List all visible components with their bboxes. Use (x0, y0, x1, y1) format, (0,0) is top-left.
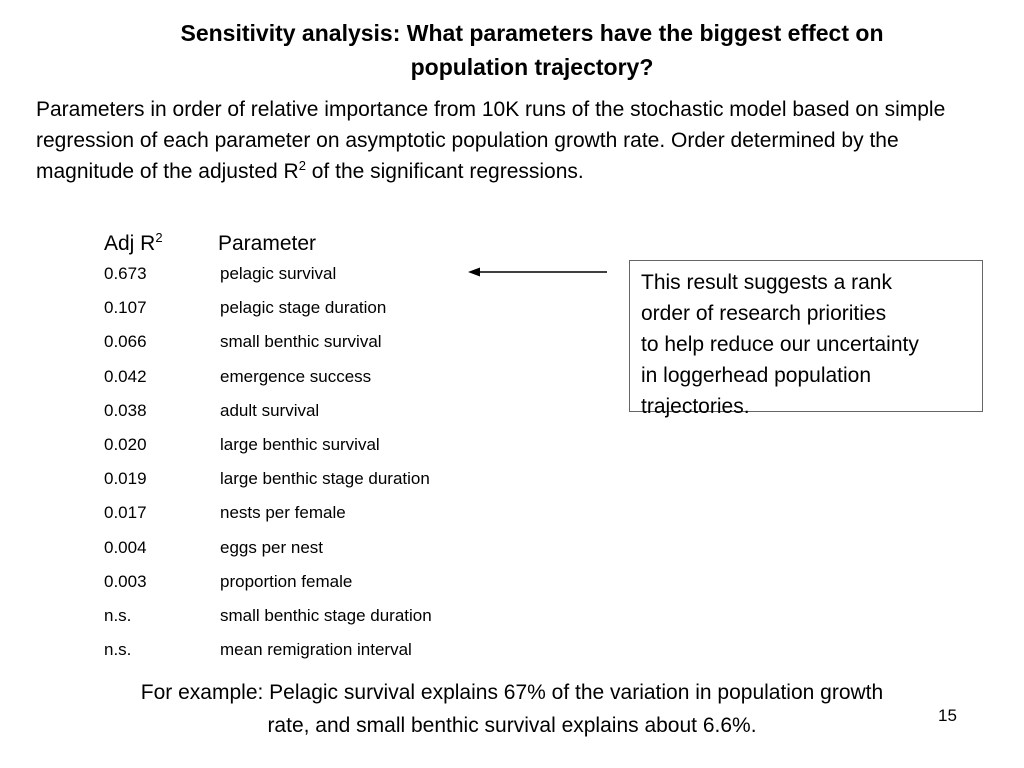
example-line-2: rate, and small benthic survival explain… (267, 714, 757, 737)
parameter-name: adult survival (220, 400, 320, 420)
slide-number: 15 (938, 706, 957, 725)
parameter-name: emergence success (220, 366, 372, 386)
intro-text: Parameters in order of relative importan… (36, 98, 946, 183)
adj-r2-value: 0.673 (104, 264, 147, 283)
parameter-name: eggs per nest (220, 537, 324, 557)
parameter-name: small benthic stage duration (220, 605, 432, 625)
adj-r2-value: 0.042 (104, 366, 147, 386)
parameter-name: pelagic survival (220, 264, 337, 283)
note-line: This result suggests a rank (641, 271, 892, 294)
adj-r2-value: 0.019 (104, 469, 147, 489)
slide-title-line-2: population trajectory? (410, 54, 654, 80)
parameter-name: large benthic stage duration (220, 469, 430, 489)
adj-r-label: Adj R (104, 232, 156, 255)
intro-superscript: 2 (298, 158, 306, 173)
adj-r2-value: 0.003 (104, 571, 147, 591)
adj-r2-value: n.s. (104, 605, 132, 625)
parameter-name: small benthic survival (220, 332, 382, 352)
parameter-name: proportion female (220, 571, 353, 591)
note-line: trajectories. (641, 395, 750, 418)
arrow-left-icon (468, 267, 607, 277)
slide-title-line-1: Sensitivity analysis: What parameters ha… (180, 20, 884, 46)
note-line: in loggerhead population (641, 364, 872, 387)
example-text: For example: Pelagic survival explains 6… (40, 676, 984, 742)
parameter-name: nests per female (220, 503, 346, 523)
adj-r2-value: 0.004 (104, 537, 147, 557)
adj-r2-value: 0.066 (104, 332, 147, 352)
parameter-name: large benthic survival (220, 434, 380, 454)
adj-r2-header: Adj R2 (104, 230, 163, 258)
adj-r2-value: 0.020 (104, 434, 147, 454)
adj-r2-value: 0.017 (104, 503, 147, 523)
note-line: to help reduce our uncertainty (641, 333, 919, 356)
adj-r2-value: 0.107 (104, 298, 147, 318)
adj-r2-value: 0.038 (104, 400, 147, 420)
intro-paragraph: Parameters in order of relative importan… (36, 94, 986, 187)
parameter-name: pelagic stage duration (220, 298, 387, 318)
parameter-name: mean remigration interval (220, 640, 412, 660)
example-line-1: For example: Pelagic survival explains 6… (140, 681, 884, 704)
intro-text-end: of the significant regressions. (305, 160, 584, 183)
adj-r2-value: n.s. (104, 640, 132, 660)
adj-r-superscript: 2 (155, 230, 163, 245)
research-priorities-note: This result suggests a rank order of res… (629, 260, 983, 418)
slide-title: Sensitivity analysis: What parameters ha… (60, 16, 1004, 84)
note-line: order of research priorities (641, 302, 887, 325)
parameter-header: Parameter (218, 232, 317, 255)
